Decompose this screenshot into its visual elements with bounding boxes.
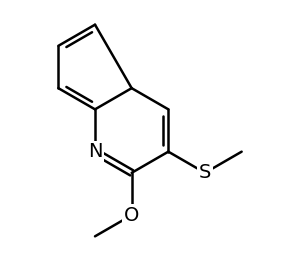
Text: S: S [199,163,211,182]
Text: O: O [124,206,140,225]
Text: N: N [88,142,102,161]
